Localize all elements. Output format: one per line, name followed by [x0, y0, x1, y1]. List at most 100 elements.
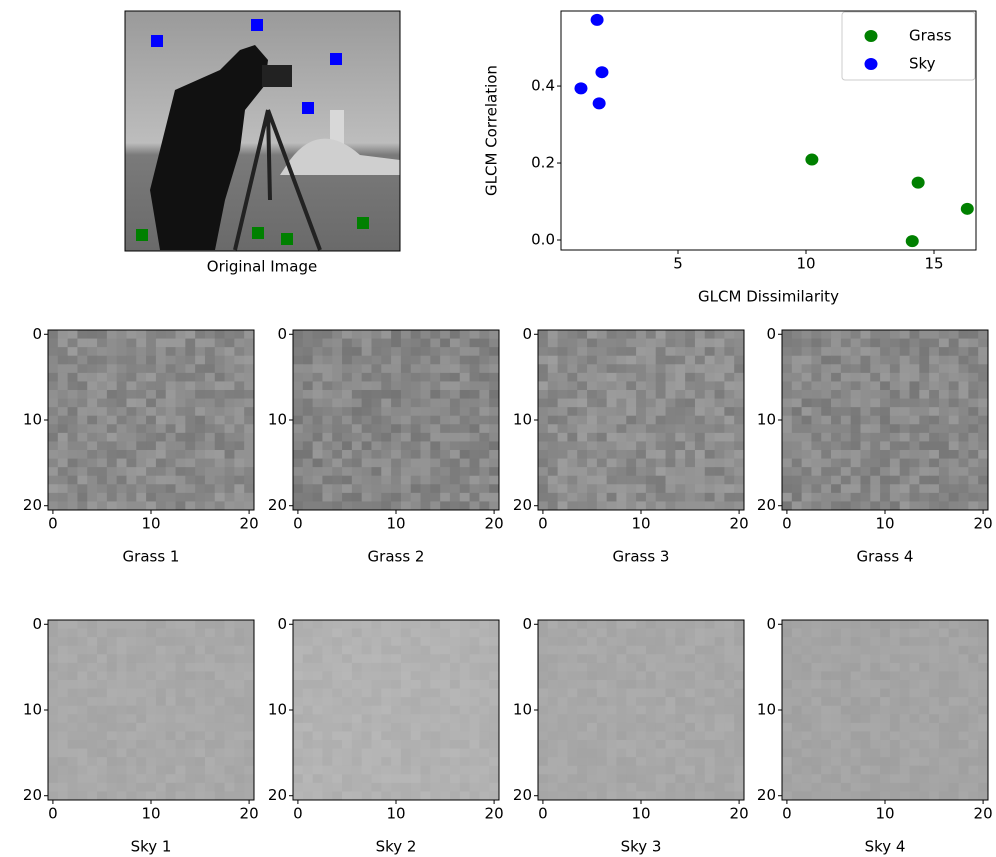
image-pixel [978, 398, 989, 408]
image-pixel [791, 441, 803, 451]
image-pixel [958, 722, 969, 732]
image-pixel [87, 475, 98, 485]
image-pixel [694, 757, 706, 767]
image-pixel [704, 782, 715, 792]
image-pixel [791, 697, 803, 707]
image-pixel [811, 441, 822, 451]
image-pixel [567, 467, 578, 477]
image-pixel [420, 671, 431, 681]
image-pixel [958, 671, 969, 681]
image-pixel [724, 740, 735, 749]
image-pixel [97, 688, 108, 698]
x-tick-label: 10 [875, 515, 894, 533]
image-pixel [850, 671, 861, 681]
image-pixel [958, 791, 969, 801]
image-pixel [840, 381, 852, 391]
image-pixel [469, 407, 480, 417]
image-pixel [116, 662, 127, 672]
image-pixel [459, 791, 470, 801]
image-pixel [626, 501, 637, 511]
image-pixel [675, 697, 686, 707]
image-pixel [459, 458, 470, 468]
image-pixel [596, 398, 608, 408]
image-pixel [175, 654, 186, 664]
image-pixel [645, 467, 657, 477]
image-pixel [889, 347, 901, 357]
image-pixel [958, 432, 969, 442]
image-pixel [870, 338, 881, 348]
image-pixel [870, 381, 881, 391]
image-pixel [332, 654, 343, 664]
image-pixel [850, 372, 861, 382]
image-pixel [811, 458, 822, 468]
image-pixel [116, 441, 127, 451]
image-pixel [547, 381, 559, 391]
image-pixel [204, 458, 216, 468]
image-pixel [185, 338, 196, 348]
image-pixel [968, 390, 979, 399]
image-pixel [626, 654, 637, 664]
image-pixel [909, 424, 920, 434]
image-pixel [811, 705, 822, 715]
image-pixel [889, 467, 901, 477]
image-pixel [596, 364, 608, 374]
image-pixel [958, 381, 969, 391]
image-pixel [870, 714, 881, 724]
image-pixel [351, 748, 363, 758]
image-pixel [616, 458, 627, 468]
image-pixel [420, 774, 431, 784]
image-pixel [734, 407, 745, 417]
image-pixel [958, 637, 969, 647]
image-pixel [77, 390, 88, 399]
image-pixel [459, 765, 470, 775]
image-pixel [48, 722, 59, 732]
image-pixel [919, 450, 930, 459]
image-pixel [587, 688, 598, 698]
image-pixel [645, 381, 657, 391]
image-pixel [948, 740, 959, 749]
image-pixel [77, 338, 88, 348]
image-pixel [469, 628, 480, 638]
image-pixel [694, 765, 706, 775]
image-pixel [400, 475, 412, 485]
image-pixel [840, 347, 852, 357]
image-pixel [146, 372, 157, 382]
image-pixel [978, 441, 989, 451]
image-pixel [821, 688, 832, 698]
image-pixel [791, 748, 803, 758]
image-pixel [978, 688, 989, 698]
image-pixel [381, 355, 392, 365]
image-pixel [694, 628, 706, 638]
image-pixel [899, 637, 910, 647]
image-pixel [312, 475, 323, 485]
image-pixel [557, 441, 568, 451]
image-pixel [860, 347, 871, 357]
image-pixel [694, 637, 706, 647]
image-pixel [577, 492, 588, 502]
image-pixel [665, 637, 676, 647]
image-pixel [77, 645, 88, 655]
image-pixel [880, 398, 891, 408]
image-pixel [214, 757, 225, 767]
image-pixel [704, 697, 715, 707]
image-pixel [195, 415, 206, 425]
image-pixel [126, 407, 137, 417]
image-pixel [655, 757, 666, 767]
image-pixel [704, 765, 715, 775]
image-pixel [214, 748, 225, 758]
image-pixel [968, 407, 979, 417]
image-pixel [567, 432, 578, 442]
image-pixel [146, 450, 157, 459]
image-pixel [704, 458, 715, 468]
image-pixel [675, 338, 686, 348]
image-pixel [361, 415, 372, 425]
image-pixel [165, 330, 176, 339]
image-pixel [840, 731, 852, 741]
image-pixel [850, 364, 861, 374]
image-pixel [685, 424, 696, 434]
image-pixel [889, 432, 901, 442]
image-pixel [469, 372, 480, 382]
image-pixel [645, 722, 657, 732]
image-pixel [489, 364, 500, 374]
image-pixel [165, 424, 176, 434]
